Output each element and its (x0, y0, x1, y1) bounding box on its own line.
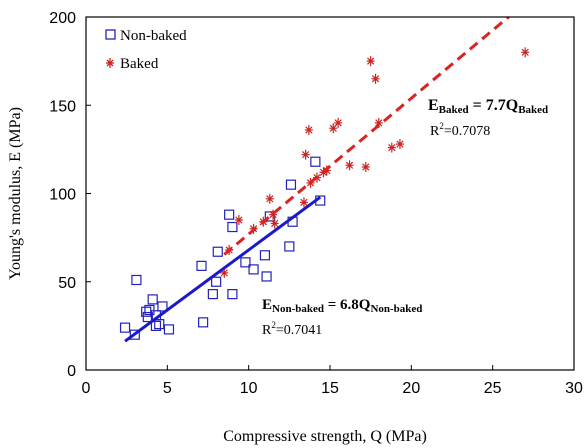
nonbaked-point (196, 260, 207, 271)
x-tick-label: 20 (402, 380, 420, 397)
equation-baked: EBaked = 7.7QBaked (428, 97, 548, 116)
nonbaked-point (141, 306, 152, 317)
nonbaked-point (207, 289, 218, 300)
y-tick-label: 0 (67, 363, 76, 380)
baked-point (301, 149, 310, 160)
baked-point (366, 56, 375, 67)
nonbaked-point (147, 294, 158, 305)
legend-marker-baked (106, 58, 114, 68)
baked-point (345, 160, 354, 171)
nonbaked-point (211, 276, 222, 287)
legend-marker-nonbaked (105, 29, 116, 40)
nonbaked-point (259, 250, 271, 261)
y-axis-label: Young's modulus, E (MPa) (7, 107, 24, 280)
nonbaked-point (119, 322, 131, 333)
r2-nonbaked: R2=0.7041 (262, 320, 322, 338)
x-axis-label: Compressive strength, Q (MPa) (223, 428, 427, 445)
nonbaked-point (212, 246, 223, 257)
annotations: EBaked = 7.7QBaked R2=0.7078 ENon-baked … (262, 97, 548, 338)
nonbaked-point (261, 271, 272, 282)
fit-line-baked (223, 17, 510, 256)
nonbaked-point (144, 304, 155, 316)
nonbaked-point (163, 324, 175, 335)
nonbaked-point (131, 274, 142, 286)
baked-point (361, 162, 370, 173)
nonbaked-point (129, 329, 140, 340)
fit-line-nonbaked (124, 195, 322, 343)
nonbaked-point (227, 221, 238, 233)
nonbaked-point (150, 320, 162, 331)
nonbaked-point (285, 179, 297, 190)
baked-point (265, 193, 274, 204)
legend: Non-baked Baked (105, 28, 187, 72)
nonbaked-point (142, 311, 153, 323)
x-tick-label: 10 (240, 380, 258, 397)
plot-area (119, 17, 530, 343)
nonbaked-point (284, 241, 295, 252)
nonbaked-point (224, 209, 235, 220)
baked-point (270, 218, 279, 229)
baked-point (371, 73, 380, 84)
nonbaked-point (310, 156, 321, 167)
baked-point (234, 214, 243, 225)
baked-point (395, 139, 404, 150)
baked-point (304, 124, 313, 135)
nonbaked-point (240, 257, 251, 268)
x-tick-label: 5 (163, 380, 172, 397)
x-tick-label: 0 (82, 380, 91, 397)
y-tick-label: 200 (49, 10, 76, 27)
nonbaked-point (157, 301, 168, 312)
legend-label-nonbaked: Non-baked (120, 28, 187, 44)
nonbaked-point (248, 264, 259, 275)
nonbaked-point (154, 319, 165, 330)
x-tick-label: 15 (321, 380, 339, 397)
baked-point (521, 47, 530, 58)
y-tick-label: 50 (58, 275, 76, 292)
x-tick-label: 25 (484, 380, 502, 397)
y-tick-label: 100 (49, 187, 76, 204)
nonbaked-point (198, 317, 209, 328)
baked-point (334, 117, 343, 128)
r2-baked: R2=0.7078 (430, 121, 490, 139)
x-tick-label: 30 (565, 380, 583, 397)
baked-point (387, 142, 396, 153)
y-tick-label: 150 (49, 98, 76, 115)
legend-label-baked: Baked (120, 56, 159, 72)
nonbaked-point (227, 289, 238, 300)
axes: 0 5 10 15 20 25 30 0 50 100 150 200 Compressive stre… (7, 10, 583, 445)
baked-point (299, 197, 308, 208)
equation-nonbaked: ENon-baked = 6.8QNon-baked (262, 297, 422, 315)
